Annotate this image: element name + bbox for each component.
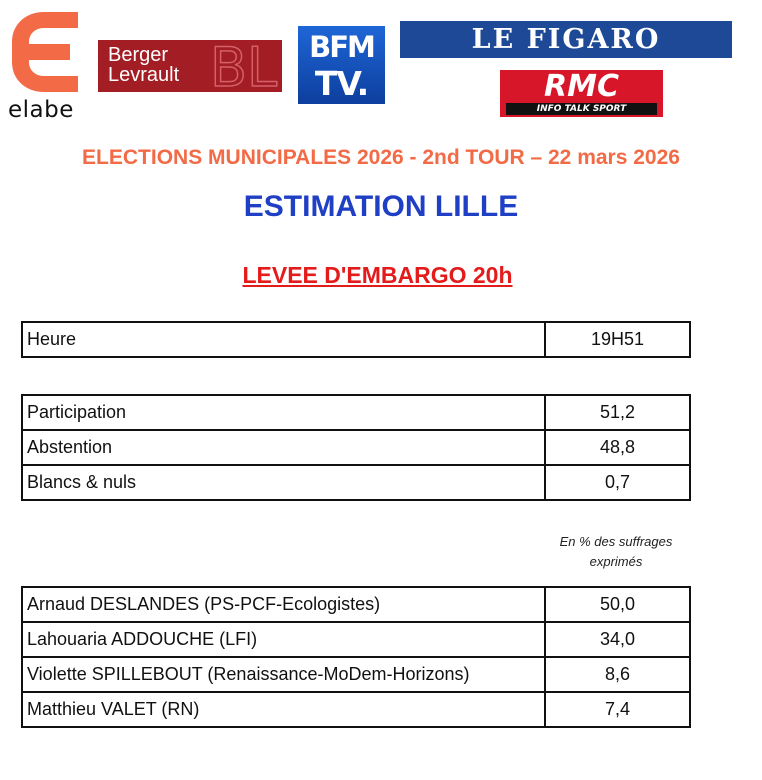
participation-table: Participation 51,2 Abstention 48,8 Blanc…: [21, 394, 691, 501]
rmc-logo: RMC INFO TALK SPORT: [500, 70, 663, 117]
table-row: Lahouaria ADDOUCHE (LFI) 34,0: [21, 621, 691, 658]
table-row: Blancs & nuls 0,7: [21, 464, 691, 501]
row-label: Heure: [21, 321, 546, 358]
elabe-logo-mark: [8, 10, 80, 94]
candidate-label: Arnaud DESLANDES (PS-PCF-Ecologistes): [21, 586, 546, 623]
note-line1: En % des suffrages: [559, 534, 673, 549]
svg-text:BL: BL: [210, 40, 277, 92]
row-label: Abstention: [21, 429, 546, 466]
table-row: Arnaud DESLANDES (PS-PCF-Ecologistes) 50…: [21, 586, 691, 623]
table-row: Abstention 48,8: [21, 429, 691, 466]
candidate-score: 34,0: [544, 621, 691, 658]
bl-monogram-icon: BL: [209, 40, 278, 92]
embargo-heading: LEVEE D'EMBARGO 20h: [242, 262, 513, 288]
elabe-logo-text: elabe: [8, 97, 74, 123]
bfm-tv-logo: BFM TV.: [298, 26, 385, 104]
candidate-label: Violette SPILLEBOUT (Renaissance-MoDem-H…: [21, 656, 546, 693]
table-row: Heure 19H51: [21, 321, 691, 358]
row-label: Participation: [21, 394, 546, 431]
time-table: Heure 19H51: [21, 321, 691, 358]
estimation-heading: ESTIMATION LILLE: [243, 190, 519, 223]
bfm-logo-top: BFM: [309, 30, 376, 64]
candidate-label: Lahouaria ADDOUCHE (LFI): [21, 621, 546, 658]
candidate-label: Matthieu VALET (RN): [21, 691, 546, 728]
berger-levrault-logo: BL Berger Levrault: [98, 40, 282, 92]
table-row: Violette SPILLEBOUT (Renaissance-MoDem-H…: [21, 656, 691, 693]
results-table: Arnaud DESLANDES (PS-PCF-Ecologistes) 50…: [21, 586, 691, 728]
row-value: 19H51: [544, 321, 691, 358]
candidate-score: 50,0: [544, 586, 691, 623]
rmc-logo-tagline: INFO TALK SPORT: [506, 103, 657, 115]
note-line2: exprimés: [589, 554, 643, 569]
le-figaro-logo: LE FIGARO: [400, 21, 732, 58]
bfm-logo-bottom: TV.: [314, 64, 369, 103]
row-value: 48,8: [544, 429, 691, 466]
elections-heading: ELECTIONS MUNICIPALES 2026 - 2nd TOUR – …: [82, 146, 680, 169]
table-row: Participation 51,2: [21, 394, 691, 431]
candidate-score: 7,4: [544, 691, 691, 728]
candidate-score: 8,6: [544, 656, 691, 693]
berger-logo-line2: Levrault: [108, 64, 180, 86]
suffrages-note: En % des suffrages exprimés: [543, 532, 689, 572]
rmc-logo-text: RMC: [544, 69, 619, 104]
table-row: Matthieu VALET (RN) 7,4: [21, 691, 691, 728]
row-value: 0,7: [544, 464, 691, 501]
berger-logo-line1: Berger: [108, 44, 169, 66]
row-label: Blancs & nuls: [21, 464, 546, 501]
row-value: 51,2: [544, 394, 691, 431]
